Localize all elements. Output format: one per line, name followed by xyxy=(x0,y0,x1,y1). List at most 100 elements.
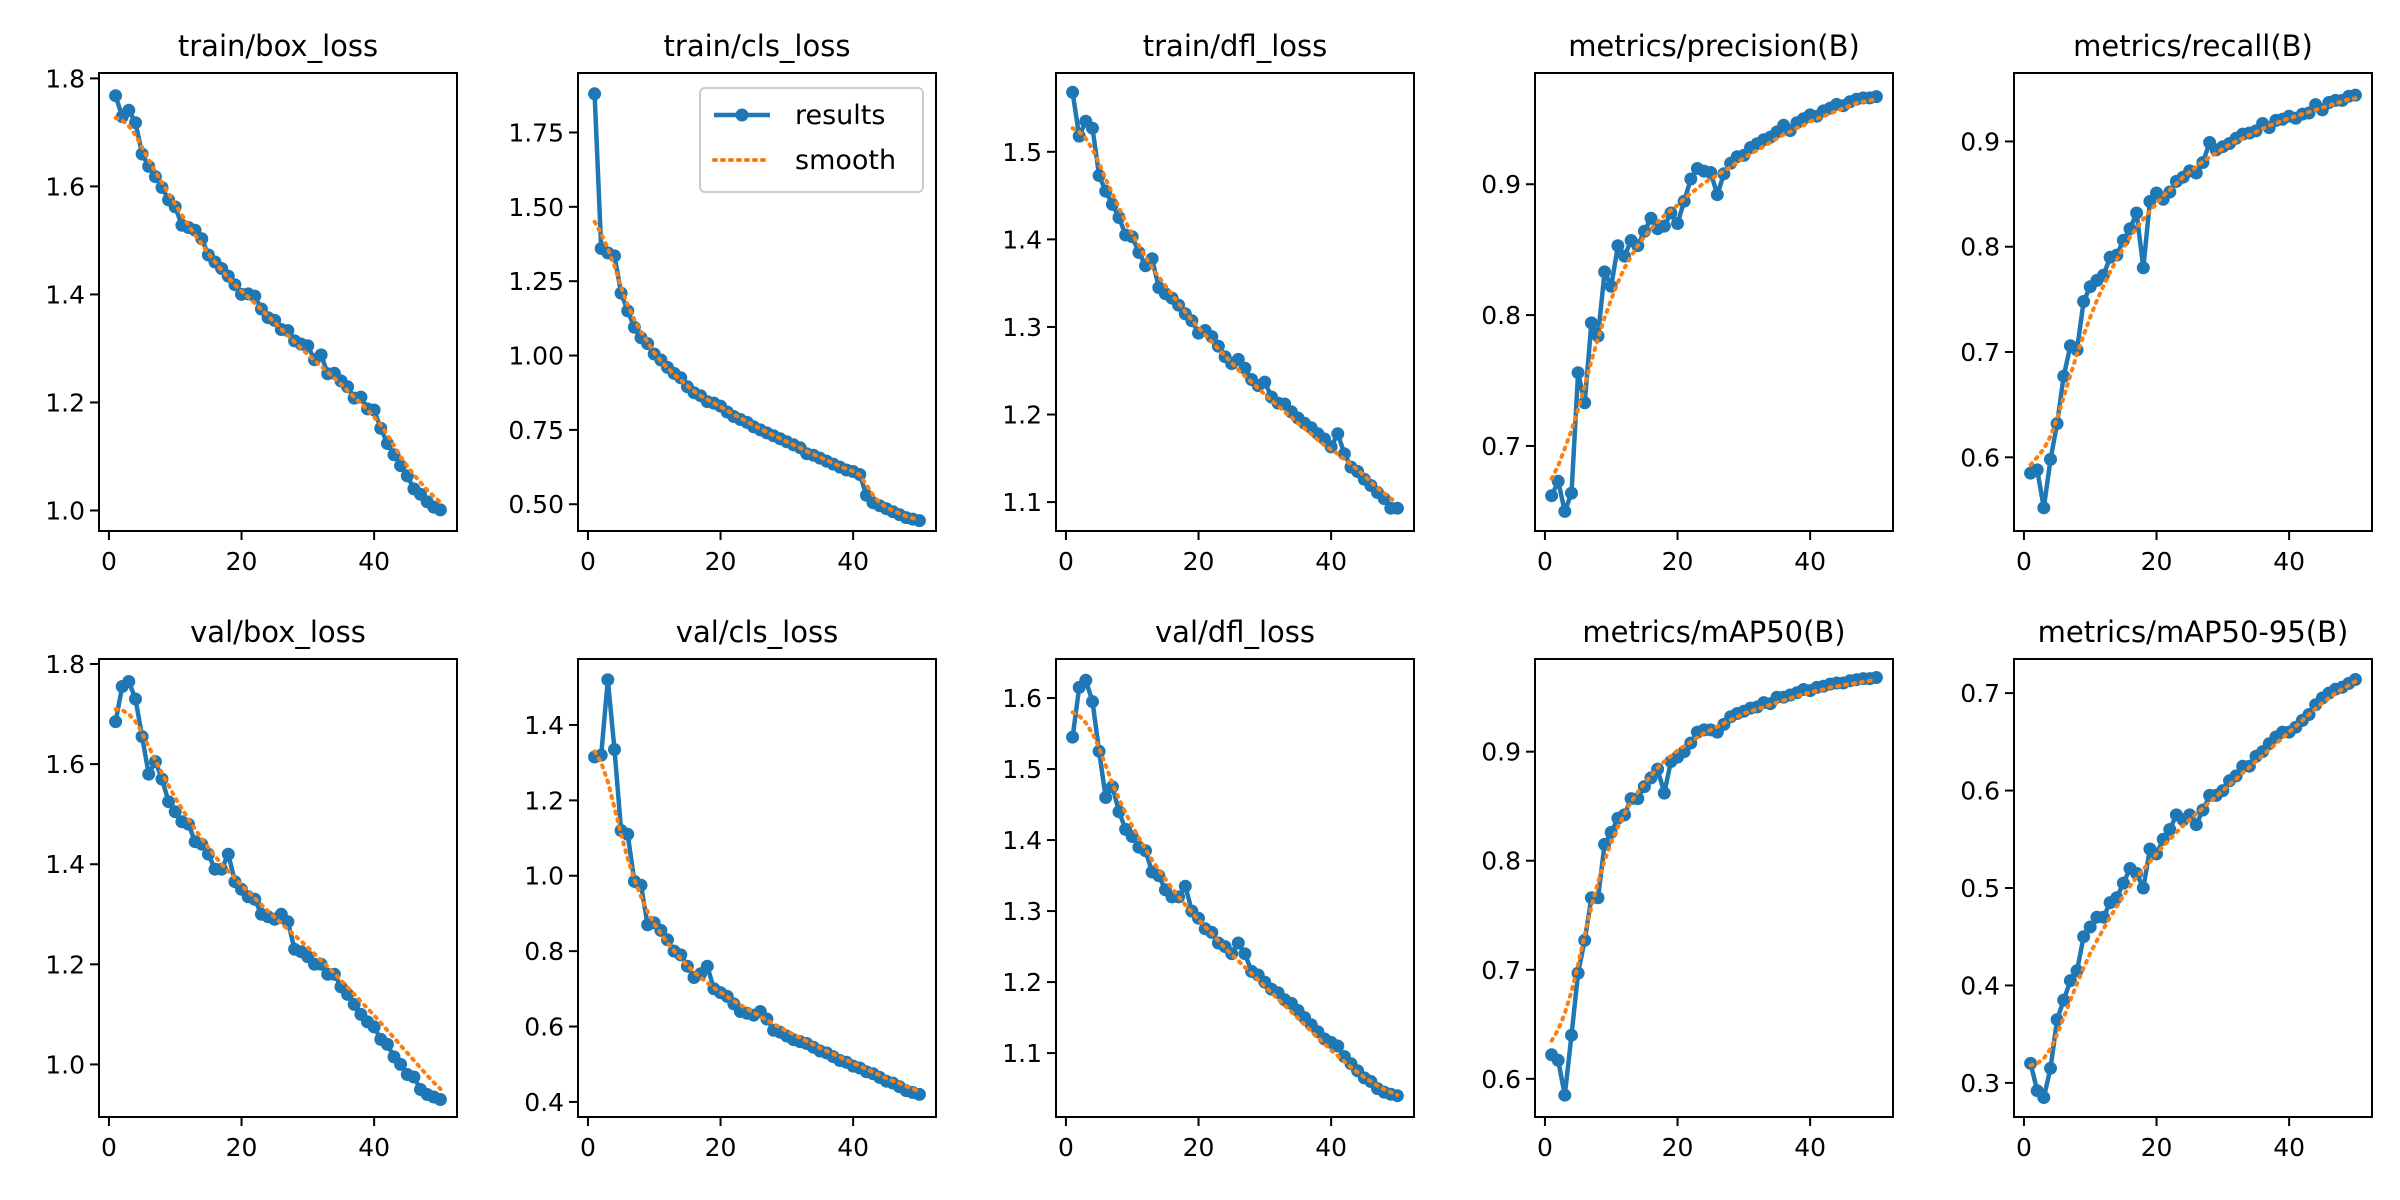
y-tick-label: 1.50 xyxy=(508,193,564,222)
results-data-point xyxy=(1869,671,1883,684)
axes-frame xyxy=(1055,658,1415,1118)
y-tick-label: 1.2 xyxy=(45,950,85,979)
y-tick-label: 1.25 xyxy=(508,267,564,296)
results-data-point xyxy=(2057,993,2071,1007)
results-data-point xyxy=(1390,501,1404,515)
results-data-point xyxy=(2077,295,2091,308)
x-tick-label: 40 xyxy=(837,1133,869,1162)
legend-results-label: results xyxy=(795,100,885,131)
results-data-point xyxy=(248,289,262,303)
results-data-point xyxy=(367,1020,381,1034)
y-tick-label: 0.8 xyxy=(1481,301,1521,330)
results-data-point xyxy=(281,324,295,338)
x-tick-label: 0 xyxy=(2016,1133,2032,1162)
results-data-point xyxy=(1657,786,1671,800)
results-data-point xyxy=(2057,369,2071,383)
subplot-train-dfl-loss: train/dfl_loss 0 20 40 1.1 1.2 1.3 1.4 1.5 xyxy=(1002,29,1415,576)
results-data-point xyxy=(1578,396,1592,410)
results-data-point xyxy=(2189,818,2203,832)
results-data-point xyxy=(1132,246,1146,259)
results-data-point xyxy=(109,89,123,103)
smooth-series-line xyxy=(113,115,443,505)
x-tick-label: 0 xyxy=(580,547,596,576)
subplot-val-box-loss: val/box_loss 0 20 40 1.0 1.2 1.4 1.6 1.8 xyxy=(45,615,458,1162)
axes-frame xyxy=(98,658,458,1118)
plot-area xyxy=(588,673,926,1101)
smooth-series-line xyxy=(2028,96,2358,467)
y-tick-label: 1.3 xyxy=(1002,897,1042,926)
legend-smooth-label: smooth xyxy=(795,145,896,176)
y-tick-label: 0.9 xyxy=(1960,127,2000,156)
results-data-point xyxy=(1684,172,1698,186)
results-data-point xyxy=(2130,206,2144,220)
y-tick-label: 0.7 xyxy=(1960,338,2000,367)
axes-frame xyxy=(2013,658,2373,1118)
subplot-title: metrics/recall(B) xyxy=(2073,29,2313,63)
results-data-point xyxy=(1551,1053,1565,1067)
x-tick-label: 20 xyxy=(226,547,258,576)
subplot-title: train/dfl_loss xyxy=(1143,29,1327,63)
axes-frame xyxy=(2013,72,2373,532)
y-tick-label: 0.6 xyxy=(1960,443,2000,472)
results-data-point xyxy=(1631,792,1645,806)
y-tick-label: 1.6 xyxy=(45,172,85,201)
results-data-point xyxy=(608,743,621,756)
results-data-point xyxy=(2130,866,2144,880)
x-tick-label: 0 xyxy=(101,547,117,576)
x-tick-label: 20 xyxy=(2141,1133,2173,1162)
results-data-point xyxy=(129,116,142,130)
x-tick-label: 40 xyxy=(1794,1133,1826,1162)
y-tick-label: 1.0 xyxy=(45,1050,85,1079)
y-tick-label: 0.50 xyxy=(508,490,564,519)
smooth-series-line xyxy=(1549,677,1879,1043)
axes-frame xyxy=(1534,658,1894,1118)
smooth-series-line xyxy=(1070,710,1400,1097)
subplot-val-dfl-loss: val/dfl_loss 0 20 40 1.1 1.2 1.3 1.4 1.5 1.6 xyxy=(1002,615,1415,1162)
subplot-title: val/box_loss xyxy=(190,615,366,649)
results-data-point xyxy=(1565,1028,1578,1042)
x-tick-label: 0 xyxy=(1537,547,1553,576)
plot-area xyxy=(1545,90,1883,518)
results-data-point xyxy=(1324,440,1338,454)
subplot-title: metrics/mAP50(B) xyxy=(1582,615,1845,649)
results-data-point xyxy=(1066,85,1080,99)
results-data-point xyxy=(221,847,235,861)
y-tick-label: 0.8 xyxy=(1481,847,1521,876)
x-tick-label: 20 xyxy=(705,1133,737,1162)
results-data-point xyxy=(122,103,136,117)
subplot-train-box-loss: train/box_loss 0 20 40 1.0 1.2 1.4 1.6 1.8 xyxy=(45,29,458,576)
smooth-series-line xyxy=(2028,679,2358,1068)
results-data-point xyxy=(301,339,315,353)
results-data-point xyxy=(2037,1091,2051,1104)
subplot-val-cls-loss: val/cls_loss 0 20 40 0.4 0.6 0.8 1.0 1.2 1.4 xyxy=(524,615,937,1162)
results-data-point xyxy=(1099,791,1113,804)
results-data-point xyxy=(2063,974,2077,988)
results-data-point xyxy=(1331,427,1345,441)
results-data-point xyxy=(155,772,169,786)
results-data-point xyxy=(1178,879,1192,893)
x-tick-label: 40 xyxy=(2273,547,2305,576)
results-data-point xyxy=(2037,501,2051,515)
results-data-point xyxy=(135,147,149,161)
results-data-point xyxy=(1657,219,1671,233)
results-data-point xyxy=(341,380,355,394)
y-tick-label: 0.6 xyxy=(524,1013,564,1042)
subplot-title: val/dfl_loss xyxy=(1155,615,1315,649)
results-data-point xyxy=(407,1070,421,1084)
results-data-point xyxy=(2136,261,2150,275)
results-data-point xyxy=(1258,375,1272,389)
results-data-point xyxy=(588,87,602,101)
y-tick-label: 1.4 xyxy=(45,850,85,879)
results-data-point xyxy=(1644,211,1658,225)
x-tick-label: 20 xyxy=(1183,547,1215,576)
y-tick-label: 1.4 xyxy=(1002,225,1042,254)
results-data-point xyxy=(394,459,408,473)
legend-results-marker xyxy=(735,108,749,122)
results-data-point xyxy=(394,1057,408,1071)
x-tick-label: 0 xyxy=(1537,1133,1553,1162)
axes-frame xyxy=(1055,72,1415,532)
y-tick-label: 1.5 xyxy=(1002,755,1042,784)
results-data-point xyxy=(2116,876,2130,890)
axes-frame xyxy=(1534,72,1894,532)
